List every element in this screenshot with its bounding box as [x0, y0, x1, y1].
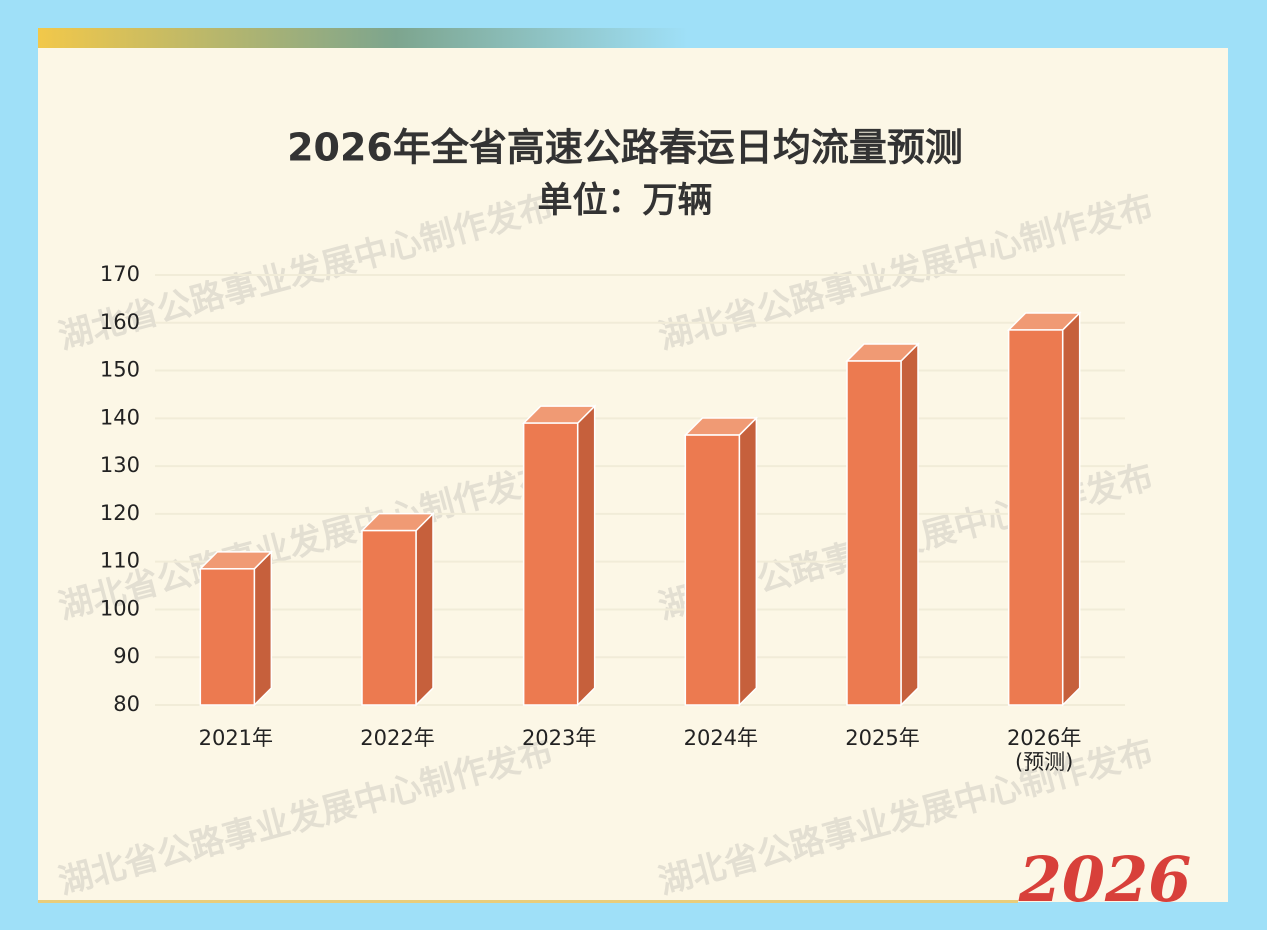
top-bar	[38, 28, 688, 48]
x-tick-label: 2026年(预测)	[1007, 726, 1081, 774]
bar-side	[576, 404, 596, 707]
bar-side	[253, 550, 273, 707]
logo: 2026	[1018, 843, 1192, 916]
y-tick-label: 140	[100, 405, 140, 429]
y-tick-label: 100	[100, 596, 140, 620]
y-tick-label: 90	[113, 644, 140, 668]
bar	[846, 360, 902, 706]
x-tick-label: 2021年	[199, 726, 273, 750]
y-tick-label: 150	[100, 358, 140, 382]
bar-side	[738, 416, 758, 707]
bar-side	[900, 342, 919, 707]
x-tick-label: 2024年	[684, 726, 758, 750]
y-tick-label: 170	[100, 262, 140, 286]
y-tick-label: 110	[100, 549, 140, 573]
x-tick-label: 2023年	[522, 726, 596, 750]
y-tick-label: 160	[100, 310, 140, 334]
chart-subtitle: 单位：万辆	[537, 181, 712, 221]
plot: 80 90 100 110 120 130 140 150 160 170 2021年 2022年 20…	[100, 262, 1125, 774]
x-tick-label: 2022年	[360, 726, 434, 750]
bar	[199, 568, 256, 706]
bar	[361, 529, 417, 706]
bar-side	[1061, 311, 1081, 707]
bar-side	[415, 511, 434, 707]
chart-title: 2026年全省高速公路春运日均流量预测	[287, 126, 963, 170]
bar	[1007, 329, 1064, 706]
y-tick-label: 80	[113, 692, 140, 716]
bar	[522, 422, 579, 706]
bar	[684, 434, 741, 706]
bottom-line	[38, 900, 1018, 903]
x-tick-label: 2025年	[845, 726, 919, 750]
y-tick-label: 120	[100, 501, 140, 525]
y-tick-label: 130	[100, 453, 140, 477]
